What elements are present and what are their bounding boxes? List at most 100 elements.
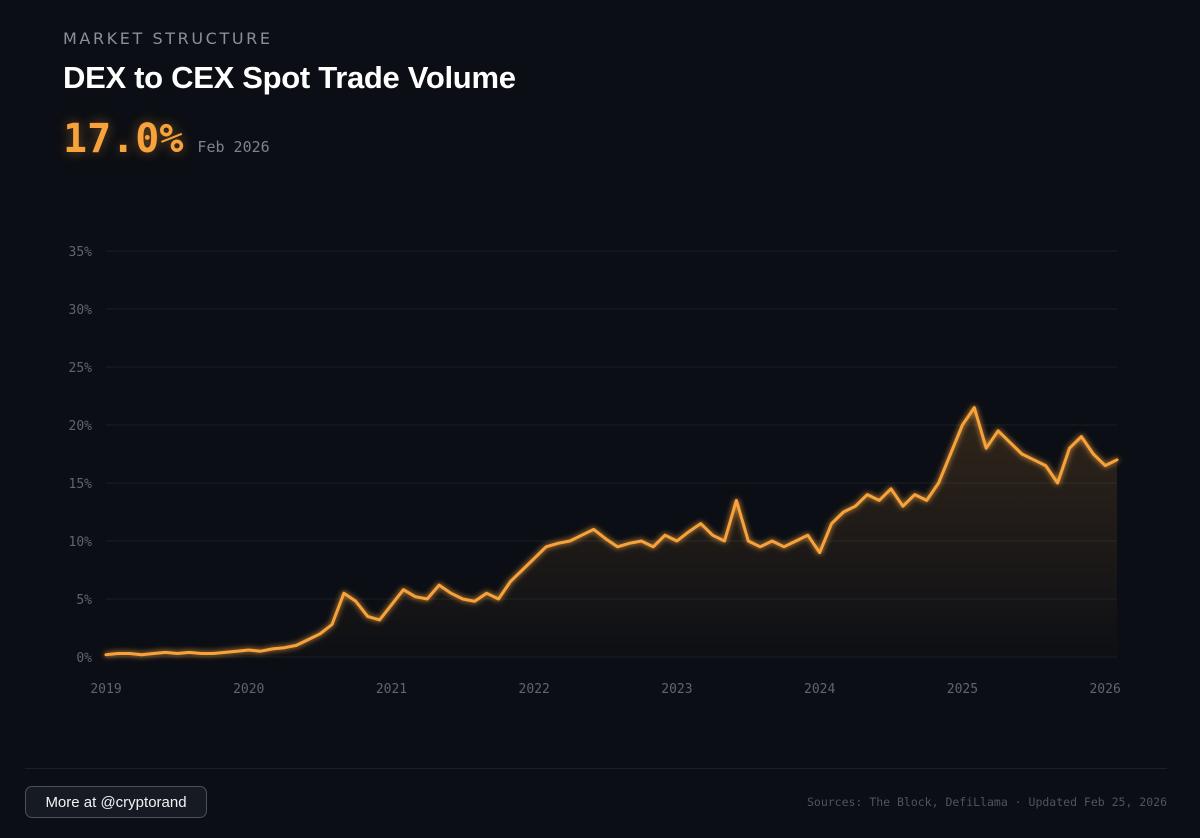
data-point: [723, 540, 725, 542]
y-tick-label: 30%: [69, 303, 93, 318]
data-point: [819, 551, 821, 553]
data-point: [926, 499, 928, 501]
data-point: [914, 493, 916, 495]
data-point: [842, 511, 844, 513]
x-tick-label: 2024: [804, 682, 835, 697]
data-point: [402, 589, 404, 591]
current-value: 17.0%: [63, 116, 184, 162]
data-point: [771, 540, 773, 542]
data-point: [878, 499, 880, 501]
data-point: [628, 542, 630, 544]
data-point: [1080, 435, 1082, 437]
data-point: [1021, 453, 1023, 455]
data-point: [188, 651, 190, 653]
data-point: [307, 638, 309, 640]
data-point: [1033, 459, 1035, 461]
data-point: [711, 534, 713, 536]
data-point: [854, 505, 856, 507]
y-tick-label: 0%: [76, 651, 92, 666]
series-line: [104, 406, 1119, 657]
data-point: [688, 531, 690, 533]
data-point: [949, 453, 951, 455]
y-tick-label: 35%: [69, 245, 93, 260]
data-point: [331, 623, 333, 625]
x-tick-label: 2026: [1089, 682, 1120, 697]
data-point: [795, 540, 797, 542]
data-point: [1056, 482, 1058, 484]
data-point: [248, 649, 250, 651]
data-point: [450, 592, 452, 594]
current-value-date: Feb 2026: [197, 138, 270, 156]
data-point: [355, 600, 357, 602]
data-point: [783, 546, 785, 548]
y-axis: 0% 5% 10% 15% 20% 25% 30% 35%: [69, 245, 93, 666]
data-point: [759, 546, 761, 548]
data-point: [664, 534, 666, 536]
data-point: [497, 598, 499, 600]
data-point: [997, 430, 999, 432]
y-tick-label: 5%: [76, 593, 92, 608]
y-tick-label: 25%: [69, 361, 93, 376]
data-point: [152, 652, 154, 654]
data-point: [414, 596, 416, 598]
data-point: [830, 522, 832, 524]
data-point: [1092, 453, 1094, 455]
data-point: [569, 540, 571, 542]
data-point: [176, 652, 178, 654]
data-point: [200, 652, 202, 654]
current-value-block: 17.0% Feb 2026: [63, 116, 270, 162]
data-point: [521, 569, 523, 571]
data-point: [973, 406, 975, 408]
data-point: [616, 546, 618, 548]
data-point: [747, 540, 749, 542]
series-area: [106, 407, 1117, 657]
data-point: [1116, 459, 1118, 461]
data-point: [1068, 447, 1070, 449]
data-point: [129, 652, 131, 654]
chart-title: DEX to CEX Spot Trade Volume: [63, 60, 516, 95]
line-chart: 0%5%10%15%20%25%30%35% 2019 2020 2021 2022 2…: [69, 245, 1121, 697]
data-point: [295, 644, 297, 646]
data-point: [557, 542, 559, 544]
data-point: [224, 651, 226, 653]
data-point: [866, 493, 868, 495]
y-tick-label: 20%: [69, 419, 93, 434]
data-point: [319, 633, 321, 635]
data-point: [961, 424, 963, 426]
more-at-cryptorand-button[interactable]: More at @cryptorand: [25, 786, 207, 818]
data-point: [343, 592, 345, 594]
data-point: [735, 499, 737, 501]
data-point: [509, 580, 511, 582]
data-point: [1009, 441, 1011, 443]
data-point: [902, 505, 904, 507]
data-point: [593, 528, 595, 530]
x-tick-label: 2023: [661, 682, 692, 697]
data-point: [259, 650, 261, 652]
data-point: [283, 647, 285, 649]
data-point: [117, 652, 119, 654]
data-point: [676, 540, 678, 542]
data-point: [937, 482, 939, 484]
data-point: [485, 592, 487, 594]
data-point: [545, 546, 547, 548]
y-tick-label: 10%: [69, 535, 93, 550]
data-point: [141, 654, 143, 656]
x-tick-label: 2022: [519, 682, 550, 697]
data-point: [164, 651, 166, 653]
x-axis: 2019 2020 2021 2022 2023 2024 2025 2026: [90, 682, 1120, 697]
data-point: [438, 584, 440, 586]
data-point: [807, 534, 809, 536]
data-point: [378, 619, 380, 621]
data-point: [367, 615, 369, 617]
data-point: [640, 540, 642, 542]
data-point: [1045, 464, 1047, 466]
data-point: [890, 488, 892, 490]
data-point: [212, 652, 214, 654]
data-point: [581, 534, 583, 536]
x-tick-label: 2019: [90, 682, 121, 697]
x-tick-label: 2020: [233, 682, 264, 697]
eyebrow-label: MARKET STRUCTURE: [63, 29, 273, 48]
x-tick-label: 2025: [947, 682, 978, 697]
sources-note: Sources: The Block, DefiLlama · Updated …: [806, 795, 1167, 809]
data-point: [474, 600, 476, 602]
